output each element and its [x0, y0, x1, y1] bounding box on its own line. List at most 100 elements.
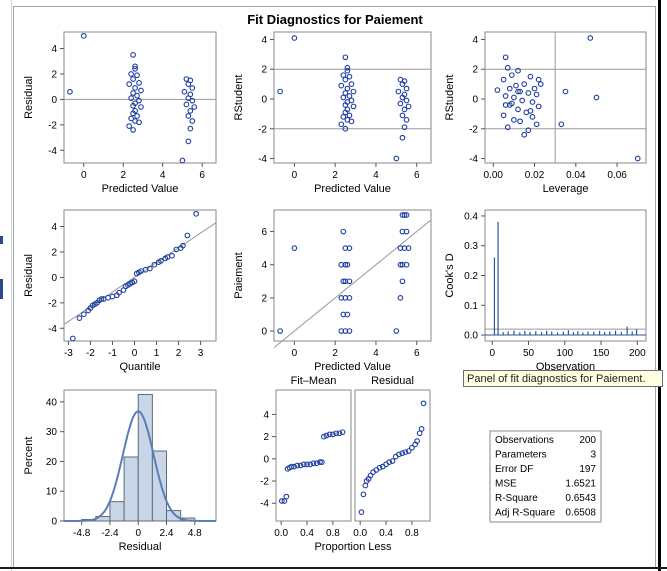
x-tick-label: 0 [81, 170, 87, 181]
y-tick-label: -4 [48, 146, 57, 157]
data-point [416, 430, 423, 437]
fit-statistic-label: Adj R-Square [495, 508, 555, 519]
data-point [508, 100, 515, 107]
y-tick-label: 2 [261, 293, 267, 304]
data-point [403, 97, 410, 104]
data-point [529, 99, 536, 105]
data-point [393, 155, 400, 162]
data-point [181, 88, 188, 95]
data-point [169, 252, 175, 259]
data-point [517, 118, 523, 125]
panel-residual-histogram: 0 10 20 30 40 -4.8 -2.4 0 2.4 4.8 Residual Percent [23, 389, 217, 553]
data-point [405, 245, 412, 251]
data-point [344, 261, 351, 268]
fit-statistic-value: 0.6508 [565, 508, 596, 519]
plot-frame [484, 31, 647, 164]
panel-fit-mean-spread: Fit–Mean 0.0 0.4 0.8 -4 -2 0 2 4 Residual 0.0 0.4 0.… [260, 375, 431, 553]
data-point [494, 87, 501, 93]
data-point [130, 52, 136, 58]
data-point [338, 261, 345, 268]
y-tick-label: 4 [51, 44, 57, 55]
data-point [132, 63, 138, 70]
data-point [187, 125, 194, 132]
data-point [403, 85, 410, 92]
data-point [338, 82, 345, 89]
data-point [128, 71, 134, 77]
y-axis-label: Paiement [233, 252, 245, 298]
data-point [403, 116, 410, 123]
data-point [340, 94, 347, 101]
data-point [525, 90, 532, 96]
data-point [130, 90, 136, 96]
data-point [338, 121, 345, 128]
histogram-bar [123, 456, 139, 522]
data-point [319, 459, 325, 466]
y-tick-label: 2 [263, 432, 269, 443]
data-point [184, 232, 191, 239]
data-point [395, 88, 402, 95]
y-tick-label: 0 [261, 94, 267, 105]
data-point [294, 462, 301, 469]
y-axis-label: Residual [23, 76, 35, 119]
data-point [147, 265, 153, 272]
y-tick-label: 2 [51, 69, 57, 80]
x-axis-label: Proportion Less [314, 541, 392, 553]
data-point [344, 311, 351, 318]
subplot-title: Fit–Mean [291, 375, 337, 387]
data-point [397, 295, 404, 301]
y-tick-label: 0.0 [464, 331, 478, 342]
fit-statistic-label: Parameters [495, 450, 547, 461]
data-point [634, 155, 641, 162]
y-tick-label: 0 [51, 273, 57, 284]
x-tick-label: 4 [373, 348, 379, 359]
data-point [189, 85, 196, 91]
data-point [502, 93, 509, 99]
data-point [185, 81, 192, 87]
data-point [399, 450, 406, 457]
data-point [344, 67, 351, 74]
y-axis-label: Cook's D [444, 253, 456, 297]
x-tick-label: -2 [86, 348, 95, 359]
y-tick-label: 6 [261, 227, 267, 238]
data-point [138, 104, 144, 110]
data-point [399, 278, 406, 285]
data-point [340, 228, 347, 235]
fit-statistics-table: Observations 200 Parameters 3 Error DF 197 MSE… [489, 430, 602, 523]
data-point [80, 311, 87, 318]
data-point [535, 103, 542, 110]
x-tick-label: 100 [556, 348, 573, 359]
data-point [277, 328, 283, 334]
x-tick-label: 3 [198, 348, 204, 359]
data-point [344, 85, 351, 92]
y-tick-label: 4 [261, 35, 267, 46]
fit-statistic-label: Observations [495, 435, 554, 446]
data-point [342, 90, 349, 96]
data-point [389, 458, 396, 464]
data-point [132, 85, 138, 91]
data-point [517, 88, 523, 95]
data-point [348, 118, 355, 125]
x-tick-label: 0.8 [326, 528, 340, 539]
data-point [420, 400, 427, 407]
data-point [527, 108, 534, 114]
data-point [317, 459, 323, 466]
data-point [304, 461, 310, 468]
y-tick-label: 2 [261, 65, 267, 76]
data-point [189, 118, 196, 124]
data-point [504, 124, 511, 131]
histogram-bar [109, 501, 125, 522]
x-tick-label: 6 [199, 170, 205, 181]
data-point [116, 289, 122, 296]
data-point [179, 157, 186, 164]
data-point [348, 81, 355, 87]
x-tick-label: -4.8 [73, 528, 91, 539]
data-point [323, 432, 330, 439]
data-point [136, 97, 142, 104]
plot-frame [273, 209, 432, 342]
data-point [508, 72, 515, 79]
fit-statistic-label: R-Square [495, 493, 538, 504]
data-point [358, 509, 365, 515]
x-axis-label: Predicted Value [102, 183, 179, 195]
data-point [158, 258, 164, 264]
fit-statistic-label: Error DF [495, 464, 533, 475]
